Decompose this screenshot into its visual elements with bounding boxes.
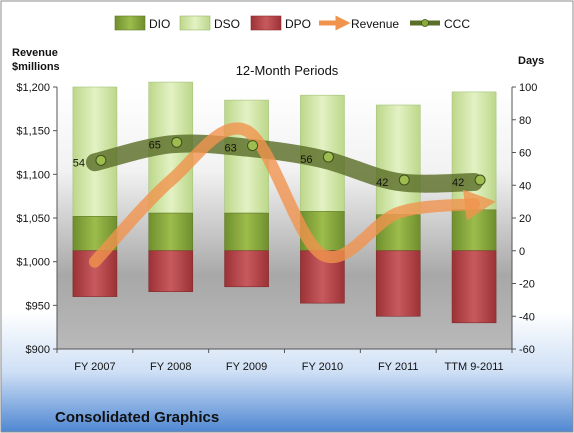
point-ccc xyxy=(322,151,334,163)
legend-item-dio: DIO xyxy=(114,15,170,31)
company-name: Consolidated Graphics xyxy=(55,409,219,426)
left-axis-label-line1: Revenue xyxy=(12,47,58,59)
left-axis-tick-label: $1,150 xyxy=(16,126,50,138)
chart-title: 12-Month Periods xyxy=(236,63,339,78)
legend-marker-ccc xyxy=(421,19,429,27)
left-axis-tick-label: $1,050 xyxy=(16,213,50,225)
left-axis-tick-label: $900 xyxy=(26,344,50,356)
bar-dio xyxy=(148,212,194,252)
right-axis-label: Days xyxy=(518,55,544,67)
right-axis-tick-label: 20 xyxy=(519,213,531,225)
series-line-revenue xyxy=(88,122,496,268)
point-ccc xyxy=(474,174,486,186)
data-label-ccc: 63 xyxy=(224,143,236,155)
left-axis-tick-label: $1,000 xyxy=(16,257,50,269)
lines-layer: 54 65 63 56 42 42 xyxy=(73,122,496,268)
bar-dpo xyxy=(451,250,497,324)
plot-area xyxy=(57,87,512,349)
bar-dso xyxy=(451,91,497,211)
axes-layer: $900 $950 $1,000 $1,050 $1,100 $1,150 $1,200 -6… xyxy=(16,82,537,373)
x-axis-tick-label: FY 2011 xyxy=(378,361,419,373)
right-axis-tick-label: -60 xyxy=(519,344,535,356)
legend-swatch-dso xyxy=(179,15,211,31)
right-axis-tick-label: 100 xyxy=(519,82,537,94)
right-axis-tick-label: 40 xyxy=(519,180,531,192)
right-axis-tick-label: 0 xyxy=(519,246,525,258)
x-axis-tick-label: FY 2010 xyxy=(302,361,343,373)
legend-label-dpo: DPO xyxy=(285,17,311,31)
x-axis-tick-label: FY 2008 xyxy=(150,361,191,373)
legend-label-revenue: Revenue xyxy=(351,17,399,31)
x-axis-tick-label: FY 2009 xyxy=(226,361,267,373)
legend-item-ccc: CCC xyxy=(410,17,470,31)
point-ccc xyxy=(398,174,410,186)
data-label-ccc: 42 xyxy=(376,177,388,189)
x-axis-tick-label: FY 2007 xyxy=(74,361,115,373)
left-axis-tick-label: $1,200 xyxy=(16,82,50,94)
right-axis-tick-label: -40 xyxy=(519,311,535,323)
bar-dpo xyxy=(224,250,269,288)
legend-item-revenue: Revenue xyxy=(319,15,399,31)
bar-dio xyxy=(451,209,497,252)
x-axis-tick-label: TTM 9-2011 xyxy=(445,361,504,373)
data-label-ccc: 54 xyxy=(73,157,85,169)
legend-item-dso: DSO xyxy=(179,15,240,31)
legend-swatch-dpo xyxy=(250,15,282,31)
legend-label-dso: DSO xyxy=(214,17,240,31)
left-axis-tick-label: $950 xyxy=(26,300,50,312)
bar-dpo xyxy=(148,250,194,292)
right-axis-tick-label: 60 xyxy=(519,148,531,160)
point-ccc xyxy=(247,140,259,152)
data-label-ccc: 56 xyxy=(300,154,312,166)
bar-dio xyxy=(224,212,269,252)
bar-dpo xyxy=(375,250,421,317)
legend-label-ccc: CCC xyxy=(444,17,470,31)
legend-swatch-dio xyxy=(114,15,146,31)
legend-item-dpo: DPO xyxy=(250,15,311,31)
point-ccc xyxy=(171,136,183,148)
point-ccc xyxy=(95,154,107,166)
left-axis-label-line2: $millions xyxy=(12,61,60,73)
right-axis-tick-label: 80 xyxy=(519,115,531,127)
bars-layer xyxy=(72,81,497,324)
right-axis-tick-label: -20 xyxy=(519,279,535,291)
data-label-ccc: 65 xyxy=(149,139,161,151)
legend: DIO DSO DPO Revenue CCC xyxy=(114,15,470,31)
legend-label-dio: DIO xyxy=(149,17,170,31)
left-axis-tick-label: $1,100 xyxy=(16,169,50,181)
bar-dso xyxy=(375,104,421,216)
data-label-ccc: 42 xyxy=(452,177,464,189)
